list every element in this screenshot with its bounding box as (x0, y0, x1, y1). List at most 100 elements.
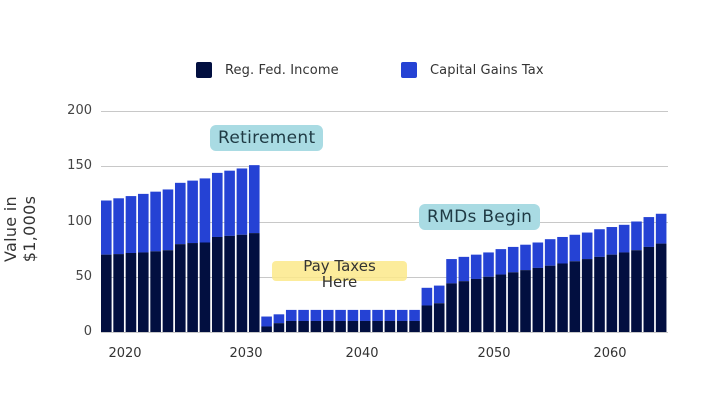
annotation-pay-taxes-line2: Here (321, 273, 358, 291)
bar-reg-fed-income (125, 252, 137, 332)
bar-capital-gains-tax (273, 314, 285, 324)
bar-capital-gains-tax (470, 254, 482, 279)
annotation-retirement: Retirement (210, 125, 324, 151)
legend-swatch-reg-fed-income (196, 62, 212, 78)
bar-capital-gains-tax (495, 249, 507, 275)
bar-reg-fed-income (631, 250, 642, 332)
bar-reg-fed-income (557, 263, 568, 332)
bar-capital-gains-tax (631, 221, 642, 251)
bar-capital-gains-tax (606, 227, 618, 255)
bar-capital-gains-tax (359, 309, 371, 321)
bar-capital-gains-tax (211, 172, 223, 237)
bar-reg-fed-income (310, 320, 322, 332)
bar-reg-fed-income (199, 242, 211, 332)
bar-reg-fed-income (372, 320, 383, 332)
bar-capital-gains-tax (581, 232, 593, 260)
legend-item-reg-fed-income: Reg. Fed. Income (196, 62, 339, 78)
bar-reg-fed-income (187, 243, 198, 332)
bar-capital-gains-tax (483, 252, 494, 277)
bar-capital-gains-tax (285, 309, 297, 321)
bar-capital-gains-tax (409, 309, 420, 321)
annotation-rmds-begin: RMDs Begin (419, 204, 541, 230)
gridline (101, 166, 668, 167)
bar-reg-fed-income (532, 267, 544, 332)
bar-reg-fed-income (520, 270, 531, 332)
bar-capital-gains-tax (199, 178, 211, 243)
bar-reg-fed-income (261, 326, 272, 332)
bar-capital-gains-tax (310, 309, 322, 321)
bar-capital-gains-tax (655, 213, 667, 244)
y-tick: 0 (83, 324, 92, 339)
bar-capital-gains-tax (236, 168, 248, 235)
bar-capital-gains-tax (421, 287, 433, 306)
bar-capital-gains-tax (335, 309, 346, 321)
annotation-pay-taxes: Pay Taxes Here (272, 258, 407, 290)
bar-capital-gains-tax (224, 170, 235, 236)
bar-reg-fed-income (470, 278, 482, 332)
y-tick: 150 (67, 158, 92, 173)
bar-capital-gains-tax (174, 182, 186, 245)
bar-capital-gains-tax (557, 236, 568, 264)
x-tick: 2020 (108, 346, 142, 361)
bar-reg-fed-income (643, 246, 655, 332)
bar-capital-gains-tax (532, 242, 544, 268)
bar-reg-fed-income (174, 244, 186, 332)
bar-capital-gains-tax (396, 309, 408, 321)
bar-capital-gains-tax (618, 224, 630, 253)
highlight-marker (272, 261, 407, 281)
bar-reg-fed-income (248, 233, 260, 332)
bar-capital-gains-tax (594, 229, 605, 257)
bar-capital-gains-tax (347, 309, 359, 321)
bar-capital-gains-tax (520, 244, 531, 271)
bar-reg-fed-income (224, 235, 235, 332)
annotation-pay-taxes-line1: Pay Taxes (303, 257, 376, 275)
bar-reg-fed-income (347, 320, 359, 332)
legend-swatch-capital-gains-tax (401, 62, 417, 78)
bar-capital-gains-tax (248, 165, 260, 234)
bar-reg-fed-income (359, 320, 371, 332)
bar-reg-fed-income (162, 250, 174, 332)
legend-item-capital-gains-tax: Capital Gains Tax (401, 62, 544, 78)
bar-reg-fed-income (384, 320, 396, 332)
bar-capital-gains-tax (137, 193, 149, 253)
bar-reg-fed-income (433, 303, 445, 332)
chart-legend: Reg. Fed. Income Capital Gains Tax (0, 62, 720, 86)
bar-capital-gains-tax (162, 189, 174, 251)
bar-capital-gains-tax (113, 198, 124, 255)
bar-reg-fed-income (211, 236, 223, 332)
legend-label: Reg. Fed. Income (225, 62, 339, 78)
bar-capital-gains-tax (101, 200, 112, 255)
x-tick: 2060 (593, 346, 627, 361)
y-tick: 50 (75, 269, 92, 284)
y-tick: 100 (67, 214, 92, 229)
bar-reg-fed-income (285, 320, 297, 332)
x-tick: 2050 (477, 346, 511, 361)
bar-reg-fed-income (446, 283, 457, 332)
bar-capital-gains-tax (125, 196, 137, 253)
legend-label: Capital Gains Tax (430, 62, 544, 78)
bar-reg-fed-income (150, 251, 161, 332)
bar-reg-fed-income (421, 305, 433, 332)
bar-capital-gains-tax (507, 246, 519, 273)
bar-capital-gains-tax (446, 259, 457, 284)
bar-reg-fed-income (236, 234, 248, 332)
bar-capital-gains-tax (187, 180, 198, 244)
bar-capital-gains-tax (322, 309, 334, 321)
bar-reg-fed-income (322, 320, 334, 332)
bar-reg-fed-income (483, 276, 494, 332)
bar-reg-fed-income (581, 259, 593, 332)
bar-reg-fed-income (594, 256, 605, 332)
bar-capital-gains-tax (544, 239, 556, 266)
bar-capital-gains-tax (458, 256, 470, 282)
bar-capital-gains-tax (643, 217, 655, 247)
x-tick: 2040 (345, 346, 379, 361)
bar-reg-fed-income (113, 254, 124, 332)
bar-capital-gains-tax (298, 309, 309, 321)
bar-reg-fed-income (544, 265, 556, 332)
bar-reg-fed-income (655, 243, 667, 332)
bar-reg-fed-income (569, 261, 581, 332)
bar-reg-fed-income (409, 320, 420, 332)
bar-capital-gains-tax (569, 234, 581, 262)
bar-reg-fed-income (618, 252, 630, 332)
